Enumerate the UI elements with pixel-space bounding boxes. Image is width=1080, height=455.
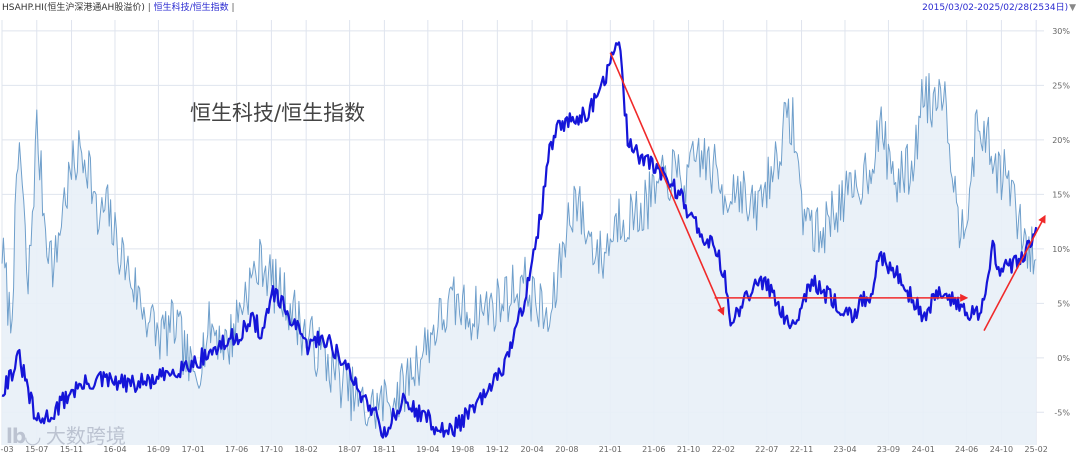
ratio-line — [1, 41, 1038, 439]
arrow-layer — [609, 52, 1046, 331]
trend-arrow — [983, 214, 1046, 331]
x-tick-label: 20-04 — [521, 445, 544, 454]
x-tick-label: 21-06 — [642, 445, 665, 454]
ratio-series-layer — [1, 41, 1038, 439]
trend-arrow — [609, 52, 725, 316]
x-tick-label: 18-02 — [295, 445, 318, 454]
y-tick-label: 25% — [1052, 81, 1070, 90]
x-tick-label: 23-09 — [877, 445, 900, 454]
watermark-text: 大数跨境 — [45, 424, 126, 448]
series-title-ratio[interactable]: 恒生科技/恒生指数 — [153, 3, 229, 13]
x-tick-label: 15-03 — [0, 445, 14, 454]
y-tick-labels: -5% 0% 5% 10% 15% 20% 25% 30% — [1052, 27, 1070, 417]
ahp-series-layer — [1, 73, 1037, 445]
watermark-logo: lb◡ 大数跨境 — [6, 420, 126, 450]
x-tick-label: 19-08 — [451, 445, 474, 454]
x-tick-label: 22-11 — [790, 445, 813, 454]
ahp-line — [1, 73, 1037, 429]
x-tick-label: 23-04 — [833, 445, 856, 454]
dropdown-arrow-icon[interactable]: ▼ — [1069, 3, 1076, 13]
x-tick-label: 17-10 — [260, 445, 283, 454]
y-tick-label: -5% — [1054, 408, 1070, 417]
series-title-group: HSAHP.HI(恒生沪深港通AH股溢价) | 恒生科技/恒生指数 | — [2, 0, 235, 16]
x-tick-label: 16-04 — [103, 445, 126, 454]
x-tick-label: 17-01 — [182, 445, 205, 454]
x-tick-label: 18-11 — [373, 445, 396, 454]
ahp-area — [2, 73, 1037, 445]
x-tick-label: 24-10 — [990, 445, 1013, 454]
x-tick-label: 22-02 — [712, 445, 735, 454]
y-tick-label: 0% — [1057, 354, 1070, 363]
separator: | — [228, 3, 235, 13]
x-tick-label: 24-01 — [912, 445, 935, 454]
x-tick-label: 15-07 — [25, 445, 48, 454]
chart-header: HSAHP.HI(恒生沪深港通AH股溢价) | 恒生科技/恒生指数 | 2015… — [0, 0, 1080, 16]
x-tick-label: 19-12 — [486, 445, 509, 454]
x-tick-label: 21-01 — [599, 445, 622, 454]
date-range-label[interactable]: 2015/03/02-2025/02/28(2534日) — [922, 3, 1069, 13]
chart-annotation: 恒生科技/恒生指数 — [190, 101, 365, 125]
x-tick-label: 17-06 — [225, 445, 248, 454]
x-tick-label: 25-02 — [1025, 445, 1048, 454]
y-tick-label: 15% — [1052, 190, 1070, 199]
x-tick-label: 24-06 — [955, 445, 978, 454]
x-tick-label: 21-10 — [677, 445, 700, 454]
y-tick-label: 5% — [1057, 299, 1070, 308]
y-tick-label: 20% — [1052, 136, 1070, 145]
x-tick-labels: 15-03 15-07 15-11 16-04 16-09 17-01 17-06 17-10… — [0, 445, 1048, 454]
watermark-mark: lb◡ — [6, 424, 41, 448]
x-tick-label: 22-07 — [755, 445, 778, 454]
x-tick-label: 20-08 — [555, 445, 578, 454]
x-tick-label: 18-07 — [338, 445, 361, 454]
date-range-group: 2015/03/02-2025/02/28(2534日)▼ — [922, 0, 1076, 16]
y-tick-label: 30% — [1052, 27, 1070, 36]
x-tick-label: 15-11 — [60, 445, 83, 454]
separator: | — [144, 3, 154, 13]
series-title-ahp[interactable]: HSAHP.HI(恒生沪深港通AH股溢价) — [2, 3, 145, 13]
y-tick-label: 10% — [1052, 245, 1070, 254]
x-tick-label: 16-09 — [147, 445, 170, 454]
x-tick-label: 19-04 — [416, 445, 439, 454]
